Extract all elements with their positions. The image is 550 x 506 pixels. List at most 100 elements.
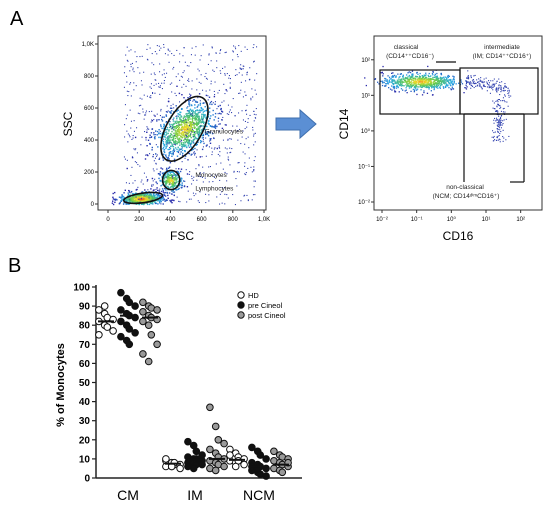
fsc-dot [221,101,223,103]
fsc-dot [177,141,180,143]
fsc-dot [167,136,169,138]
fsc-dot [149,86,151,88]
fsc-dot [196,132,199,134]
fsc-dot [126,203,128,205]
cd-dot [472,82,474,84]
cd-dot [434,85,436,87]
fsc-dot [192,100,194,102]
fsc-dot [154,74,156,76]
fsc-dot [154,136,156,138]
fsc-dot [163,46,165,48]
fsc-dot [112,200,114,202]
fsc-dot [135,61,137,63]
fsc-dot [171,153,173,155]
fsc-dot [251,171,253,173]
fsc-dot [191,115,193,117]
fsc-dot [121,196,123,198]
fsc-dot [193,136,195,138]
fsc-dot [189,143,191,145]
fsc-dot [169,107,172,109]
fsc-dot [153,119,155,121]
fsc-dot [200,140,203,143]
fsc-dot [174,182,176,184]
fsc-dot [188,173,190,175]
fsc-dot [180,118,182,121]
fsc-dot [229,147,231,149]
fsc-dot [196,122,198,124]
fsc-dot [162,159,165,161]
cd-dot [411,73,413,75]
fsc-dot [211,132,214,135]
fsc-dot [158,177,160,180]
cd-dot [433,76,435,78]
fsc-dot [190,198,192,200]
fsc-dot [217,92,219,94]
fsc-dot [169,199,171,202]
fsc-dot [207,95,209,97]
cd-dot [430,78,432,80]
fsc-dot [143,200,146,202]
cd-dot [465,80,467,82]
fsc-dot [245,94,247,96]
cd-dot [435,77,437,79]
cd-dot [384,80,386,82]
cd-dot [504,86,506,88]
cd-dot [421,94,424,96]
cd-dot [474,82,476,84]
fsc-dot [192,115,194,117]
gate-label-intermediate: intermediate [484,44,520,51]
cd-dot [401,78,403,80]
fsc-dot [187,116,190,119]
cd-dot [465,88,468,90]
fsc-dot [182,143,185,146]
cd-dot [493,84,495,86]
cd-dot [381,82,384,84]
fsc-dot [169,121,171,123]
cd-dot [440,83,443,86]
fsc-dot [183,115,186,117]
fsc-dot [132,67,134,69]
cd-dot [430,90,432,92]
fsc-dot [165,129,167,131]
fsc-dot [196,115,198,118]
fsc-dot [137,164,139,166]
fsc-dot [184,125,186,127]
cd-dot [395,87,398,89]
fsc-dot [175,178,177,180]
cd-dot [479,80,481,82]
cd-dot [421,80,423,82]
cd-y-tick-label: 10² [361,58,370,64]
fsc-dot [152,168,154,170]
cd-dot [443,80,445,82]
fsc-dot [151,201,154,204]
fsc-dot [180,120,183,122]
fsc-dot [194,133,196,135]
fsc-dot [199,173,201,175]
fsc-dot [156,113,158,115]
fsc-dot [186,112,188,115]
cd-dot [450,84,452,87]
fsc-dot [196,123,198,126]
cd-dot [497,110,499,112]
fsc-dot [208,119,210,122]
fsc-dot [192,112,194,114]
fsc-dot [133,89,135,91]
cd-dot [395,76,397,78]
fsc-dot [229,78,231,80]
fsc-dot [224,93,226,95]
fsc-dot [191,140,193,142]
cd-dot [408,87,411,89]
cd-dot [506,101,508,103]
cd-dot [482,82,484,84]
cd-dot [402,74,404,77]
gate-granulocytes [160,95,209,162]
fsc-dot [178,149,181,151]
fsc-dot [221,111,224,113]
cd-dot [433,79,435,81]
fsc-dot [236,74,238,76]
fsc-dot [171,175,173,177]
fsc-dot [221,127,224,130]
fsc-dot [188,78,190,80]
cd-dot [431,94,434,96]
fsc-dot [176,130,179,133]
